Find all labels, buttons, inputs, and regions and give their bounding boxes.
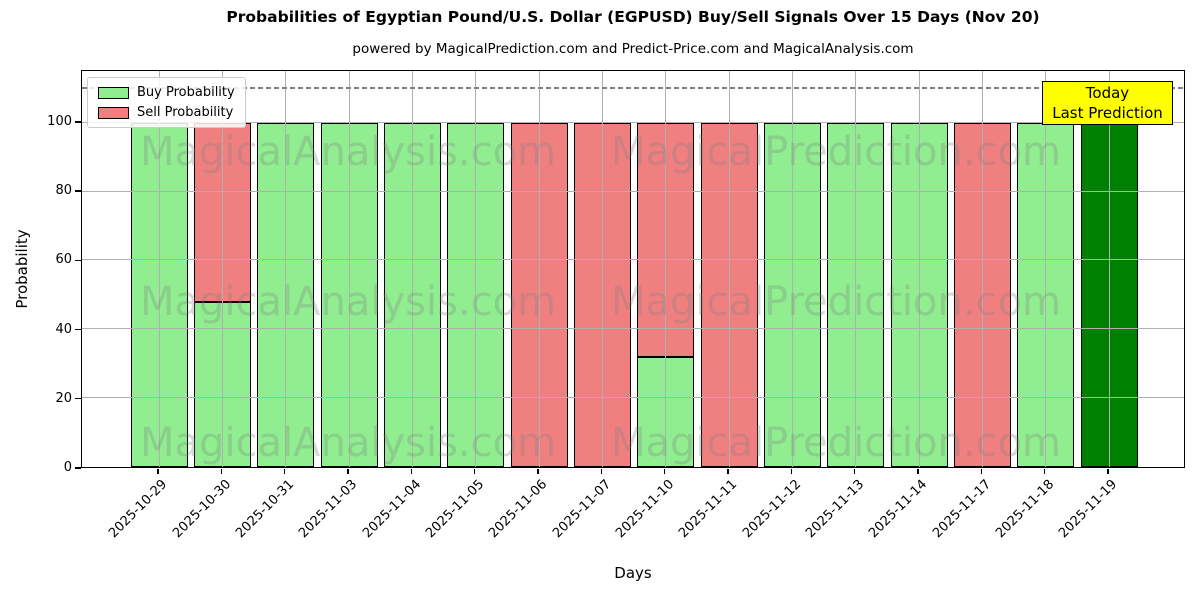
legend-label-sell: Sell Probability [137, 105, 234, 120]
today-annotation-line2: Last Prediction [1052, 104, 1163, 122]
x-tick-label: 2025-11-10 [613, 477, 678, 542]
x-tick-mark [473, 469, 476, 474]
h-gridline [82, 259, 1184, 261]
y-tick-mark [75, 121, 81, 123]
x-tick-label: 2025-11-06 [486, 477, 551, 542]
h-gridline [82, 121, 1184, 123]
x-tick-mark [1107, 469, 1109, 474]
buy-swatch-icon [98, 86, 129, 99]
x-tick-label: 2025-10-30 [169, 477, 234, 542]
v-gridline [918, 71, 920, 467]
v-gridline [1045, 71, 1047, 467]
y-tick-label: 80 [55, 183, 72, 199]
v-gridline [665, 71, 667, 467]
x-tick-mark [917, 469, 919, 474]
x-tick-mark [283, 469, 286, 474]
v-gridline [981, 71, 983, 467]
x-tick-label: 2025-10-29 [106, 477, 171, 542]
watermark-prediction: MagicalPrediction.com [611, 129, 1061, 175]
v-gridline [348, 71, 350, 467]
y-tick-mark [75, 467, 81, 469]
h-gridline [82, 328, 1184, 330]
y-tick-label: 40 [55, 321, 72, 337]
watermark-prediction: MagicalPrediction.com [611, 420, 1061, 466]
x-tick-mark [537, 469, 539, 474]
x-axis-label: Days [614, 564, 652, 582]
x-tick-label: 2025-10-31 [233, 477, 298, 542]
v-gridline [855, 71, 857, 467]
x-tick-mark [790, 469, 793, 474]
y-tick-label: 0 [63, 460, 72, 475]
y-tick-mark [75, 398, 81, 400]
x-tick-label: 2025-11-03 [296, 477, 361, 542]
x-tick-mark [727, 469, 729, 474]
y-tick-mark [75, 190, 81, 192]
watermark-analysis: MagicalAnalysis.com [139, 279, 557, 325]
today-annotation-line1: Today [1085, 84, 1130, 102]
threshold-dashed-line [82, 87, 1184, 90]
x-tick-label: 2025-11-07 [549, 477, 614, 542]
x-tick-label: 2025-11-13 [803, 477, 868, 542]
x-tick-mark [663, 469, 666, 474]
plot-area: Buy Probability Sell Probability Today L… [81, 70, 1185, 468]
h-gridline [82, 190, 1184, 192]
y-tick-mark [75, 328, 81, 331]
v-gridline [158, 71, 160, 467]
today-annotation: Today Last Prediction [1042, 81, 1173, 125]
x-tick-label: 2025-11-17 [929, 477, 994, 542]
v-gridline [411, 71, 413, 467]
x-tick-mark [347, 469, 349, 474]
chart-title: Probabilities of Egyptian Pound/U.S. Dol… [226, 8, 1040, 26]
x-tick-label: 2025-11-04 [359, 477, 424, 542]
v-gridline [285, 71, 287, 467]
legend-label-buy: Buy Probability [137, 85, 235, 100]
sell-swatch-icon [98, 106, 129, 119]
x-tick-mark [600, 469, 603, 474]
x-tick-mark [157, 469, 159, 474]
x-tick-label: 2025-11-05 [423, 477, 488, 542]
v-gridline [221, 71, 223, 467]
x-tick-label: 2025-11-12 [739, 477, 804, 542]
v-gridline [538, 71, 540, 467]
y-tick-label: 100 [47, 113, 72, 129]
v-gridline [601, 71, 603, 467]
h-gridline [82, 397, 1184, 399]
x-tick-label: 2025-11-11 [676, 477, 741, 542]
x-tick-mark [410, 469, 413, 474]
x-tick-label: 2025-11-14 [866, 477, 931, 542]
y-tick-label: 20 [55, 390, 72, 406]
watermark-analysis: MagicalAnalysis.com [139, 129, 557, 175]
x-tick-label: 2025-11-19 [1056, 477, 1121, 542]
v-gridline [475, 71, 477, 467]
x-tick-mark [220, 469, 223, 474]
x-tick-mark [853, 469, 856, 474]
chart-subtitle: powered by MagicalPrediction.com and Pre… [352, 41, 914, 57]
x-tick-mark [1043, 469, 1046, 474]
y-tick-mark [75, 259, 81, 262]
x-tick-mark [980, 469, 983, 474]
y-tick-label: 60 [55, 252, 72, 268]
v-gridline [791, 71, 793, 467]
x-tick-label: 2025-11-18 [993, 477, 1058, 542]
legend: Buy Probability Sell Probability [87, 77, 246, 128]
legend-item-sell: Sell Probability [98, 105, 235, 120]
v-gridline [1108, 71, 1110, 467]
watermark-analysis: MagicalAnalysis.com [139, 420, 557, 466]
v-gridline [728, 71, 730, 467]
watermark-prediction: MagicalPrediction.com [611, 279, 1061, 325]
legend-item-buy: Buy Probability [98, 85, 235, 100]
